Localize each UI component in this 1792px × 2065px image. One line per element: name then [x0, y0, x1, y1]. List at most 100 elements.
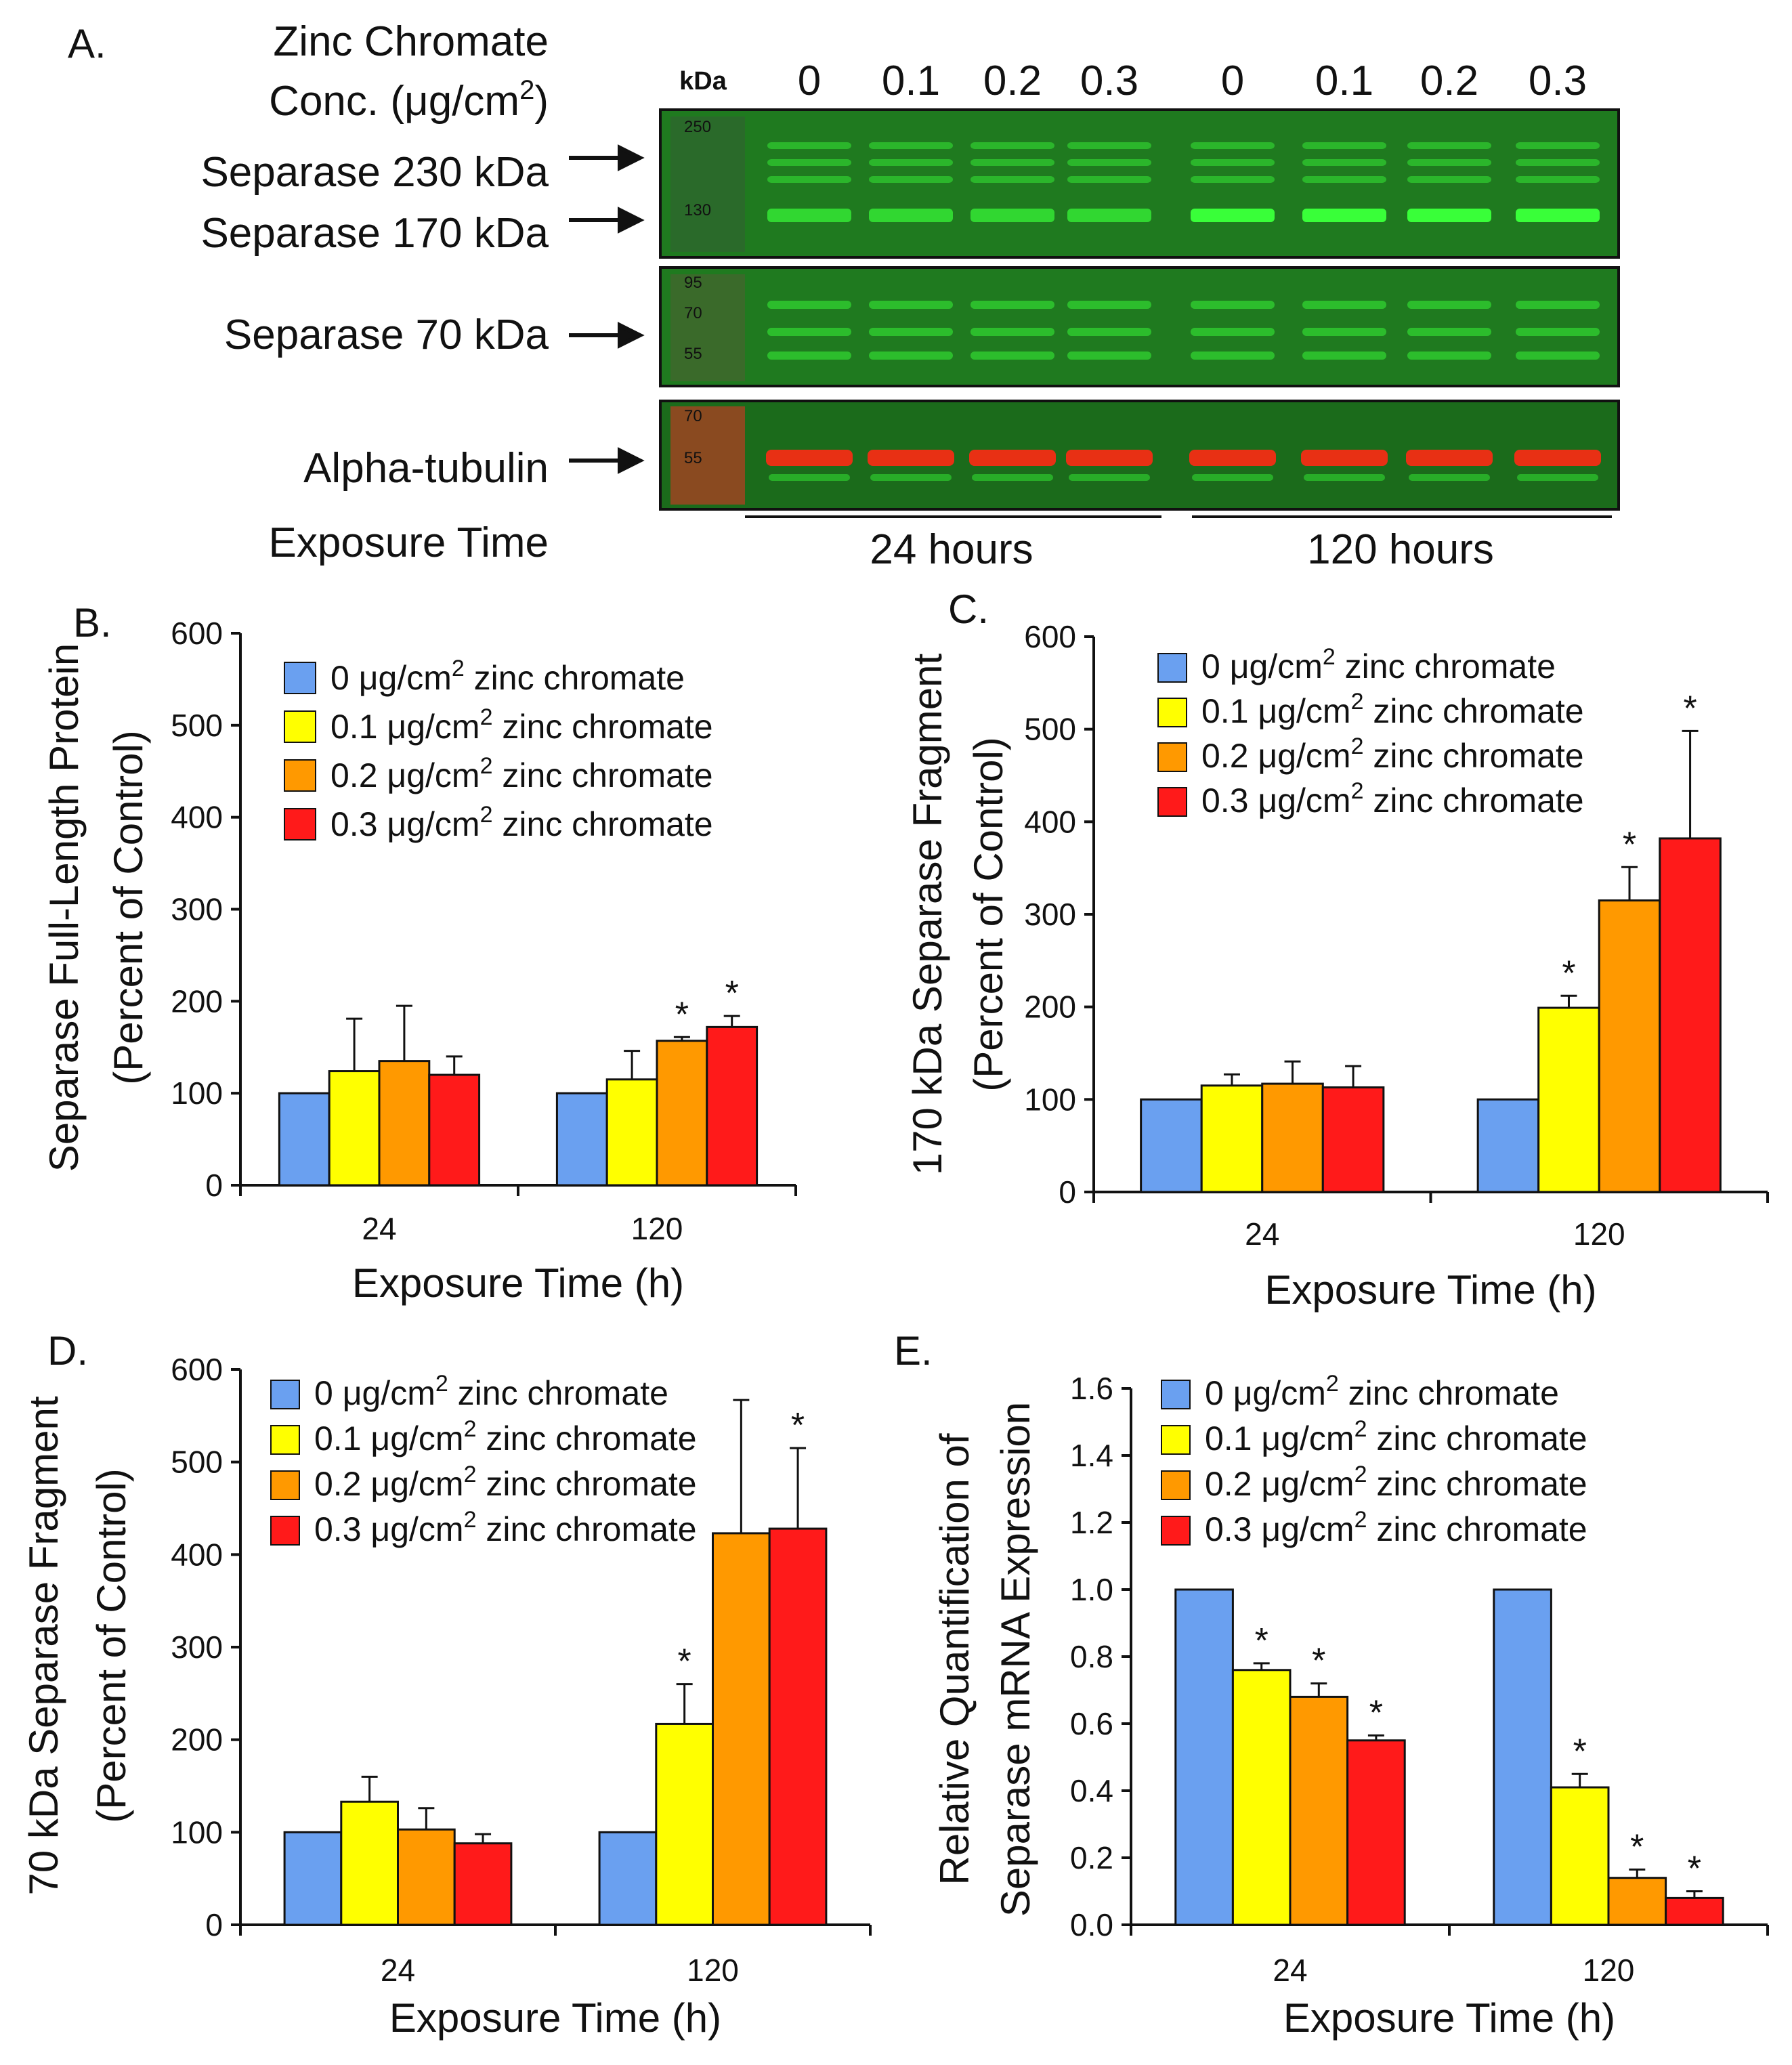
y-axis-title: (Percent of Control) — [106, 730, 151, 1085]
legend-swatch — [270, 1470, 300, 1500]
legend-swatch — [284, 808, 316, 840]
blot-band — [767, 352, 851, 360]
blot-band — [1516, 142, 1600, 149]
blot-band — [1067, 328, 1151, 336]
bar — [1174, 1588, 1234, 1926]
y-tick-label: 100 — [171, 1076, 223, 1111]
blot-band — [1302, 176, 1386, 183]
bar — [1140, 1098, 1203, 1193]
concentration-label: 0 — [798, 58, 821, 104]
concentration-labels: 0 0.1 0.2 0.3 0 0.1 0.2 0.3 — [798, 58, 1587, 104]
tubulin-band — [1301, 450, 1388, 466]
blot-band — [1516, 159, 1600, 166]
concentration-label: 0.2 — [1420, 58, 1478, 104]
bar — [340, 1800, 399, 1926]
bar — [1346, 1739, 1406, 1926]
tubulin-band — [969, 450, 1056, 466]
blot-band — [869, 328, 953, 336]
bar — [1261, 1082, 1324, 1193]
ladder-markers: 250 130 95 70 55 70 55 — [684, 118, 711, 467]
y-axis-title: Relative Quantification of — [932, 1433, 977, 1885]
x-tick-label: 24 — [1273, 1953, 1307, 1988]
blot-band — [767, 328, 851, 336]
blot-band — [1302, 209, 1386, 222]
y-tick-label: 200 — [1024, 989, 1076, 1025]
y-axis-title: (Percent of Control) — [966, 737, 1011, 1092]
y-tick-label: 300 — [171, 1630, 223, 1665]
legend-label: 0.3 μg/cm2 zinc chromate — [314, 1507, 697, 1548]
blot-band — [1516, 176, 1600, 183]
blot-band — [1302, 352, 1386, 360]
x-tick-label: 24 — [362, 1211, 396, 1246]
tubulin-band — [868, 450, 954, 466]
x-axis-title: Exposure Time (h) — [352, 1260, 684, 1306]
blot-band — [869, 209, 953, 222]
tubulin-band — [1066, 450, 1153, 466]
x-axis-title: Exposure Time (h) — [1283, 1995, 1615, 2041]
zinc-chromate-header: Zinc Chromate — [273, 18, 549, 65]
blot-band — [1191, 328, 1275, 336]
blot-band — [870, 474, 952, 481]
y-tick-label: 1.4 — [1070, 1438, 1113, 1473]
y-axis-title: 170 kDa Separase Fragment — [905, 653, 950, 1175]
blot-band — [767, 176, 851, 183]
blot-band — [1517, 474, 1598, 481]
y-tick-label: 600 — [171, 616, 223, 651]
bar — [768, 1527, 828, 1926]
x-tick-label: 24 — [381, 1953, 415, 1988]
panel-label: E. — [894, 1328, 933, 1374]
blot-band — [1067, 301, 1151, 309]
bar — [655, 1722, 714, 1926]
tubulin-band — [1406, 450, 1493, 466]
legend-swatch — [1157, 787, 1187, 817]
significance-star: * — [1562, 954, 1575, 993]
group-label-120-hours: 120 hours — [1307, 526, 1494, 573]
blot-band — [1302, 328, 1386, 336]
significance-star: * — [725, 974, 739, 1013]
bar — [453, 1842, 513, 1926]
arrow-head-icon — [618, 447, 645, 474]
bar — [1493, 1588, 1552, 1926]
blot-strip-separase-70 — [659, 266, 1620, 387]
legend-label: 0.3 μg/cm2 zinc chromate — [1201, 778, 1584, 819]
significance-star: * — [675, 995, 689, 1034]
legend-label: 0.1 μg/cm2 zinc chromate — [1205, 1416, 1587, 1457]
blot-band — [769, 474, 850, 481]
legend-label: 0.3 μg/cm2 zinc chromate — [330, 802, 713, 843]
blot-band — [1191, 176, 1275, 183]
blot-band — [869, 352, 953, 360]
chart-b-full-length: B. 0 100 200 300 400 500 600 24 120 * * Exposure Tim… — [41, 600, 797, 1306]
legend-swatch — [1157, 698, 1187, 727]
blot-band — [767, 159, 851, 166]
significance-star: * — [1688, 1850, 1701, 1889]
legend-swatch — [284, 759, 316, 792]
legend-swatch — [1157, 742, 1187, 772]
bar — [598, 1831, 658, 1926]
blot-bands — [670, 116, 1601, 505]
y-tick-label: 0 — [205, 1907, 223, 1942]
blot-band — [1067, 159, 1151, 166]
bar — [397, 1828, 456, 1926]
blot-band — [869, 159, 953, 166]
bar — [1200, 1084, 1264, 1193]
blot-band — [1192, 474, 1273, 481]
bar — [1231, 1669, 1292, 1926]
arrow-head-icon — [618, 144, 645, 171]
y-axis-title: (Percent of Control) — [89, 1468, 134, 1823]
ladder-lane — [670, 116, 745, 252]
blot-band — [1067, 209, 1151, 222]
blot-band — [767, 301, 851, 309]
legend-label: 0.1 μg/cm2 zinc chromate — [330, 704, 713, 746]
legend-swatch — [284, 710, 316, 743]
blot-band — [767, 142, 851, 149]
legend-label: 0.2 μg/cm2 zinc chromate — [1201, 733, 1584, 775]
blot-band — [869, 176, 953, 183]
y-tick-label: 400 — [171, 800, 223, 835]
y-tick-label: 0.0 — [1070, 1907, 1113, 1942]
blot-band — [970, 328, 1054, 336]
y-tick-label: 0.6 — [1070, 1706, 1113, 1741]
y-tick-label: 500 — [171, 1445, 223, 1480]
legend-label: 0.2 μg/cm2 zinc chromate — [314, 1462, 697, 1503]
legend-swatch — [270, 1380, 300, 1409]
ladder-marker: 70 — [684, 407, 702, 425]
